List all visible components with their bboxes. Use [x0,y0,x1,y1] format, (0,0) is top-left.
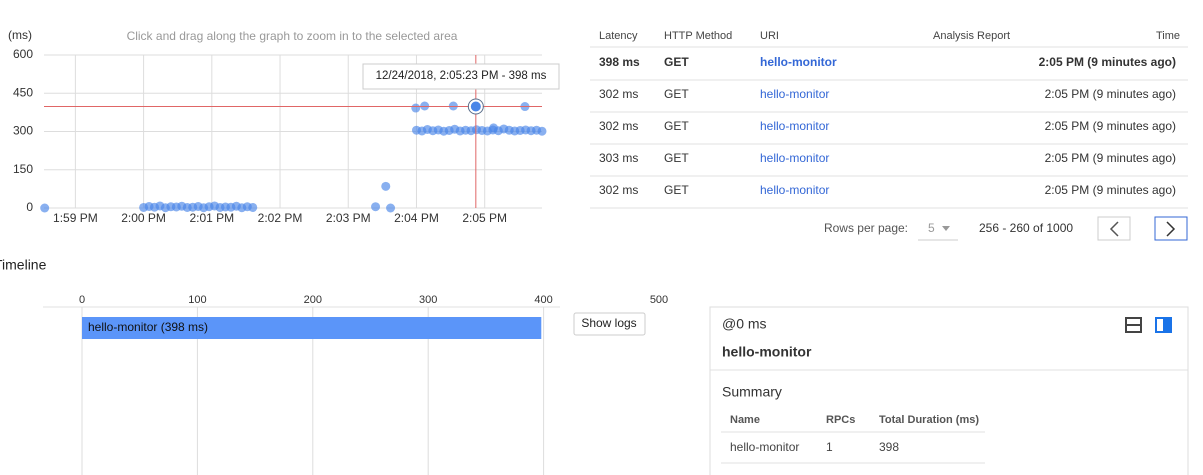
column-header: Time [1156,30,1180,42]
table-cell: hello-monitor [760,119,829,133]
table-cell: 2:05 PM (9 minutes ago) [1045,119,1176,133]
icon-fill [1163,318,1171,332]
table-cell: GET [664,55,689,69]
table-cell: hello-monitor [760,55,837,69]
y-axis-label: (ms) [8,28,32,42]
y-tick-label: 600 [13,47,33,61]
rows-per-page-label: Rows per page: [824,221,908,235]
y-tick-label: 450 [13,85,33,99]
data-point [448,101,458,111]
span-bar [82,317,542,339]
data-point [411,103,421,113]
table-cell: 302 ms [599,119,638,133]
rows-per-page-select[interactable]: 5 [928,221,935,235]
x-tick-label: 100 [188,294,206,306]
selected-ring [467,98,484,115]
y-tick-label: 300 [13,124,33,138]
x-tick-label: 2:05 PM [462,211,507,225]
timeline-title: Timeline [0,257,47,273]
column-header: Latency [599,30,638,42]
prev-icon [1109,221,1119,237]
table-cell: hello-monitor [760,87,829,101]
data-point [381,181,391,191]
data-point [40,203,50,213]
x-tick-label: 200 [304,294,322,306]
x-tick-label: 0 [79,294,85,306]
next-page-button[interactable] [1154,216,1188,241]
x-tick-label: 400 [534,294,552,306]
span-name: hello-monitor [722,344,812,360]
data-point [248,202,258,212]
table-cell: GET [664,119,689,133]
summary-cell: 1 [826,440,833,454]
x-tick-label: 2:02 PM [258,211,303,225]
data-point [371,202,381,212]
next-icon [1166,221,1176,237]
details-panel [709,306,1189,475]
show-logs-button[interactable] [573,312,646,336]
summary-header: Total Duration (ms) [879,414,979,426]
page-range: 256 - 260 of 1000 [979,221,1073,235]
table-cell: hello-monitor [760,151,829,165]
table-cell: 398 ms [599,55,640,69]
table-cell: GET [664,87,689,101]
table-cell: 2:05 PM (9 minutes ago) [1045,87,1176,101]
summary-cell: 398 [879,440,899,454]
y-tick-label: 0 [26,200,33,214]
tooltip-box [362,63,560,90]
dropdown-arrow [942,226,950,231]
data-point [537,126,547,136]
x-tick-label: 300 [419,294,437,306]
data-point [386,203,396,213]
column-header: HTTP Method [664,30,732,42]
x-tick-label: 2:03 PM [326,211,371,225]
tooltip-text: 12/24/2018, 2:05:23 PM - 398 ms [376,70,547,82]
data-point [420,101,430,111]
table-cell: 2:05 PM (9 minutes ago) [1045,151,1176,165]
x-tick-label: 1:59 PM [53,211,98,225]
column-header: URI [760,30,779,42]
x-tick-label: 2:00 PM [121,211,166,225]
summary-cell: hello-monitor [730,440,799,454]
x-tick-label: 500 [650,294,668,306]
y-tick-label: 150 [13,162,33,176]
summary-header: Name [730,414,760,426]
table-cell: 2:05 PM (9 minutes ago) [1045,183,1176,197]
x-tick-label: 2:04 PM [394,211,439,225]
selected-point [468,99,483,114]
x-tick-label: 2:01 PM [189,211,234,225]
zoom-hint: Click and drag along the graph to zoom i… [127,29,458,43]
prev-page-button[interactable] [1097,216,1131,241]
span-offset: @0 ms [722,316,767,332]
table-cell: GET [664,183,689,197]
summary-title: Summary [722,384,782,400]
table-cell: GET [664,151,689,165]
table-cell: 302 ms [599,87,638,101]
table-cell: 302 ms [599,183,638,197]
summary-header: RPCs [826,414,855,426]
span-label: hello-monitor (398 ms) [88,320,208,334]
table-cell: 2:05 PM (9 minutes ago) [1039,55,1176,69]
column-header: Analysis Report [933,30,1010,42]
table-cell: 303 ms [599,151,638,165]
show-logs-label: Show logs [581,316,636,330]
table-cell: hello-monitor [760,183,829,197]
table-rows: 398 ms GET hello-monitor 2:05 PM (9 minutes… [590,55,1188,209]
data-point [489,123,499,133]
